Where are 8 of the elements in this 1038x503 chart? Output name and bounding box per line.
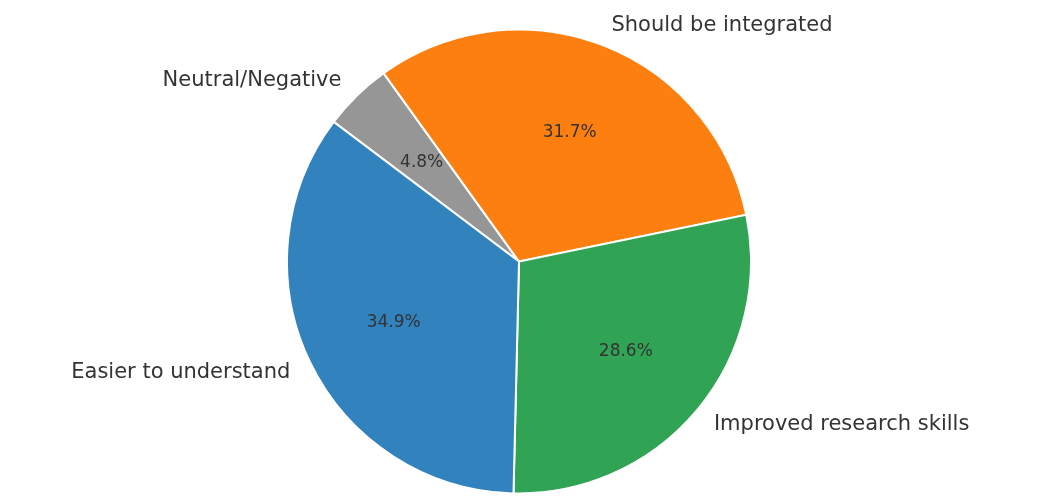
data-label: 28.6% — [598, 339, 653, 360]
slice-label: Easier to understand — [71, 359, 291, 384]
slice-label: Neutral/Negative — [162, 66, 342, 91]
data-label: 4.8% — [400, 150, 444, 171]
data-label: 34.9% — [366, 311, 421, 332]
slice-label: Improved research skills — [713, 411, 970, 436]
data-label: 31.7% — [542, 120, 597, 141]
slice-label: Should be integrated — [611, 11, 833, 36]
